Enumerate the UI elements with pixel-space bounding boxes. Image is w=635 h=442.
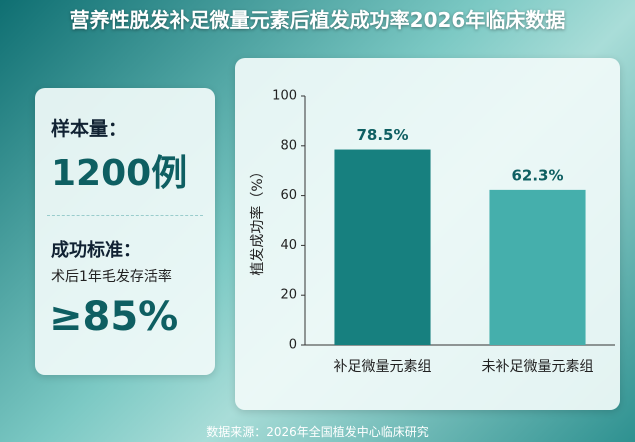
- criteria-label: 成功标准：: [51, 240, 141, 261]
- criteria-desc: 术后1年毛发存活率: [51, 269, 172, 285]
- value-label: 78.5%: [356, 126, 408, 144]
- y-tick-label: 60: [280, 188, 297, 203]
- info-card: 样本量： 1200例 成功标准： 术后1年毛发存活率 ≥85%: [35, 88, 215, 375]
- value-label: 62.3%: [511, 166, 563, 184]
- y-tick-label: 40: [280, 238, 297, 253]
- y-tick-label: 0: [289, 338, 297, 353]
- criteria-value: ≥85%: [49, 294, 179, 340]
- y-tick-label: 20: [280, 288, 297, 303]
- y-tick-label: 100: [272, 89, 297, 104]
- sample-label: 样本量：: [51, 118, 128, 140]
- y-axis-label: 植发成功率（%）: [249, 164, 266, 275]
- y-tick-label: 80: [280, 138, 297, 153]
- bar: [489, 189, 586, 345]
- divider: [47, 215, 203, 216]
- page-title: 营养性脱发补足微量元素后植发成功率2026年临床数据: [69, 8, 566, 32]
- source-note: 数据来源：2026年全国植发中心临床研究: [206, 425, 429, 439]
- sample-value: 1200例: [51, 153, 188, 194]
- bar: [334, 149, 431, 345]
- x-tick-label: 补足微量元素组: [334, 359, 432, 375]
- x-tick-label: 未补足微量元素组: [482, 359, 594, 375]
